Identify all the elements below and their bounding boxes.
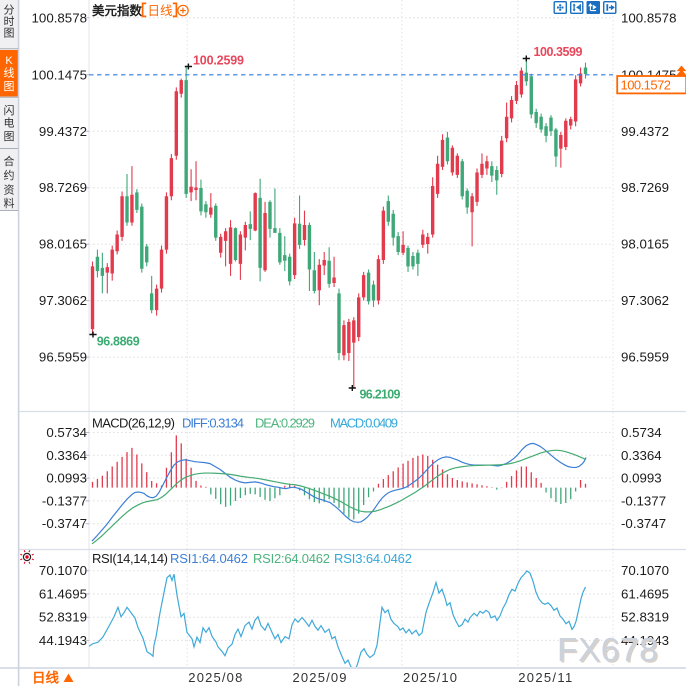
svg-text:日线: 日线	[32, 670, 59, 686]
svg-text:100.8578: 100.8578	[621, 10, 676, 25]
svg-text:FX678: FX678	[557, 632, 658, 669]
svg-text:96.5959: 96.5959	[621, 350, 669, 365]
svg-text:0.3364: 0.3364	[46, 448, 87, 463]
svg-text:61.4695: 61.4695	[621, 586, 669, 601]
svg-text:-0.1377: -0.1377	[621, 493, 666, 508]
svg-text:52.8319: 52.8319	[621, 610, 669, 625]
svg-text:时: 时	[4, 15, 15, 28]
svg-text:RSI1:64.0462: RSI1:64.0462	[170, 551, 248, 566]
svg-text:资: 资	[4, 184, 15, 197]
svg-text:100.8578: 100.8578	[32, 10, 87, 25]
svg-text:70.1070: 70.1070	[39, 563, 87, 578]
svg-text:分: 分	[4, 4, 15, 17]
svg-text:图: 图	[4, 27, 15, 40]
svg-text:100.1572: 100.1572	[621, 78, 672, 93]
svg-text:-0.3747: -0.3747	[42, 516, 87, 531]
svg-text:RSI3:64.0462: RSI3:64.0462	[334, 551, 412, 566]
svg-text:RSI(14,14,14): RSI(14,14,14)	[92, 551, 168, 566]
svg-text:96.5959: 96.5959	[39, 350, 87, 365]
svg-text:图: 图	[4, 80, 15, 93]
svg-text:-0.1377: -0.1377	[42, 493, 87, 508]
svg-text:K: K	[5, 55, 13, 67]
svg-text:合: 合	[4, 154, 15, 168]
svg-text:100.2599: 100.2599	[193, 54, 244, 68]
svg-text:RSI2:64.0462: RSI2:64.0462	[253, 551, 330, 566]
svg-text:97.3062: 97.3062	[621, 293, 669, 308]
svg-text:2025/11: 2025/11	[518, 670, 572, 685]
svg-text:线: 线	[4, 66, 15, 80]
svg-text:美元指数: 美元指数	[92, 3, 143, 18]
svg-text:0.3364: 0.3364	[621, 448, 662, 463]
svg-text:电: 电	[4, 117, 15, 130]
svg-text:料: 料	[4, 196, 15, 210]
svg-text:52.8319: 52.8319	[39, 610, 87, 625]
svg-text:DEA:0.2929: DEA:0.2929	[255, 416, 315, 431]
svg-text:96.8869: 96.8869	[97, 335, 140, 349]
svg-text:100.3599: 100.3599	[534, 45, 583, 59]
svg-text:98.0165: 98.0165	[39, 237, 87, 252]
svg-text:61.4695: 61.4695	[39, 586, 87, 601]
svg-text:约: 约	[4, 169, 15, 182]
svg-text:44.1943: 44.1943	[621, 633, 669, 648]
svg-text:97.3062: 97.3062	[39, 293, 87, 308]
svg-text:2025/08: 2025/08	[188, 670, 242, 685]
svg-text:70.1070: 70.1070	[621, 563, 669, 578]
svg-text:98.7269: 98.7269	[621, 180, 669, 195]
svg-text:MACD:0.0409: MACD:0.0409	[330, 416, 398, 431]
svg-text:日线: 日线	[148, 4, 174, 18]
svg-text:FX678: FX678	[559, 634, 660, 671]
svg-text:0.0993: 0.0993	[46, 471, 87, 486]
svg-text:-0.3747: -0.3747	[621, 516, 666, 531]
svg-text:0.5734: 0.5734	[46, 425, 87, 440]
svg-text:100.1475: 100.1475	[32, 67, 87, 82]
svg-text:98.7269: 98.7269	[39, 180, 87, 195]
svg-text:0.0993: 0.0993	[621, 471, 662, 486]
svg-text:96.2109: 96.2109	[360, 388, 401, 402]
svg-text:图: 图	[4, 130, 15, 143]
svg-text:99.4372: 99.4372	[39, 124, 87, 139]
svg-text:2025/10: 2025/10	[403, 670, 457, 685]
svg-text:0.5734: 0.5734	[621, 425, 662, 440]
svg-text:DIFF:0.3134: DIFF:0.3134	[182, 416, 244, 431]
svg-text:98.0165: 98.0165	[621, 237, 669, 252]
svg-text:2025/09: 2025/09	[293, 670, 347, 685]
svg-text:44.1943: 44.1943	[39, 633, 87, 648]
svg-text:MACD(26,12,9): MACD(26,12,9)	[92, 416, 175, 431]
svg-text:99.4372: 99.4372	[621, 124, 669, 139]
svg-text:闪: 闪	[4, 103, 15, 117]
